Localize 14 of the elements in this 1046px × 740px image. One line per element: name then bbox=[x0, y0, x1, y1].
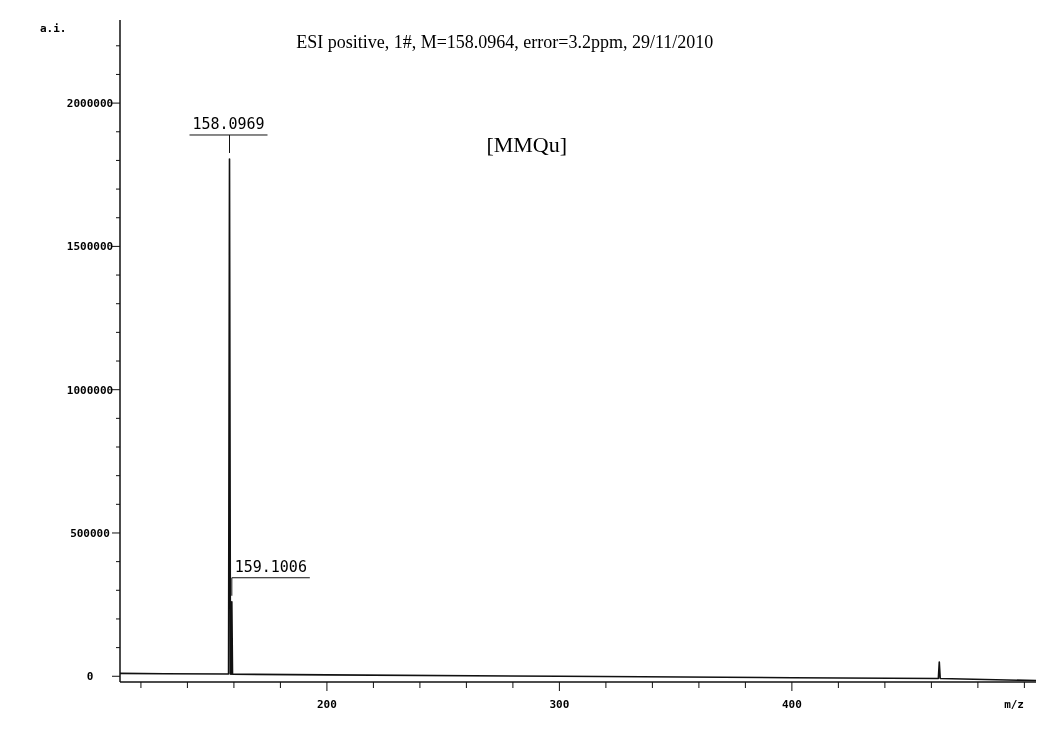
annotation: 158.0969 bbox=[192, 114, 265, 133]
y-tick-label: 1500000 bbox=[66, 240, 114, 254]
y-tick-label: 0 bbox=[86, 670, 94, 684]
x-tick-label: 300 bbox=[549, 698, 570, 711]
y-tick-label: 2000000 bbox=[66, 97, 114, 111]
y-tick-label: 500000 bbox=[70, 526, 110, 540]
x-axis-title: m/z bbox=[1004, 698, 1024, 711]
annotation: [MMQu] bbox=[486, 132, 568, 158]
text: ESI positive, 1#, M=158.0964, error=3.2ppm, 29/11/2010 bbox=[296, 32, 714, 52]
y-tick-label: 1000000 bbox=[66, 383, 114, 397]
annotation: 159.1006 bbox=[234, 557, 307, 576]
x-tick-label: 400 bbox=[781, 698, 802, 711]
x-tick-label: 200 bbox=[316, 698, 337, 711]
y-axis-title: a.i. bbox=[40, 22, 67, 35]
